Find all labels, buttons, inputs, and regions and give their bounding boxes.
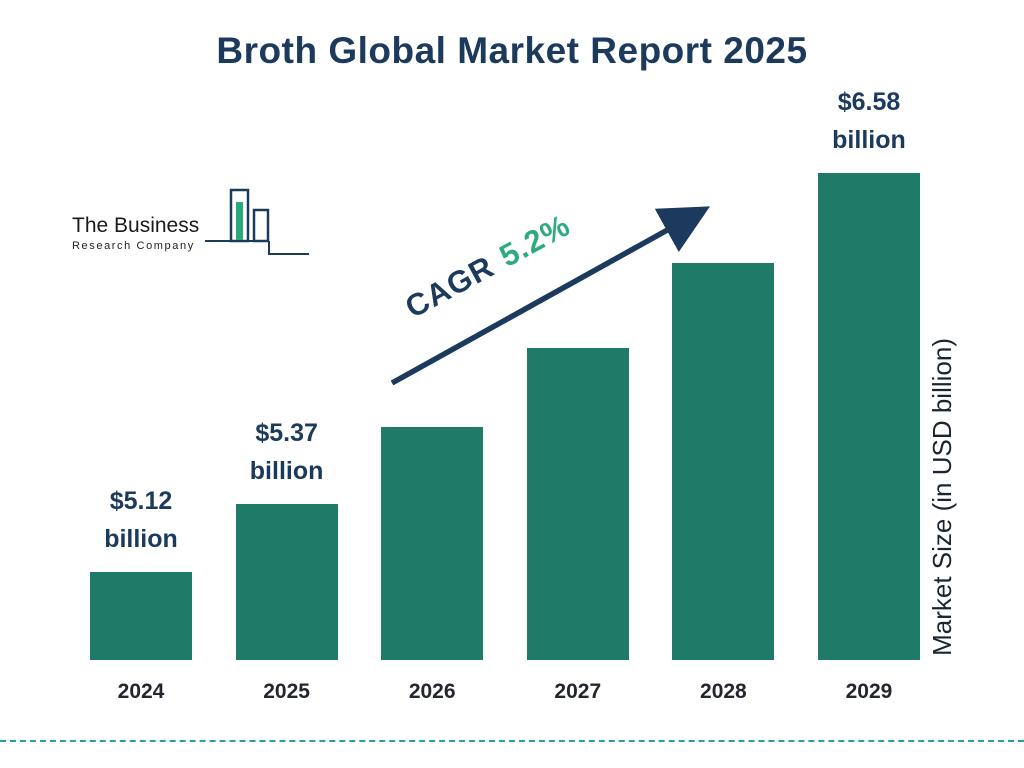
- x-axis-label-2029: 2029: [845, 680, 893, 703]
- bar-value-label-2029: $6.58 billion: [832, 88, 906, 154]
- bar-column-2026: 2026: [381, 140, 484, 703]
- logo-text: The Business Research Company: [72, 214, 199, 252]
- x-axis-label-2024: 2024: [117, 680, 165, 703]
- logo: The Business Research Company: [72, 188, 313, 255]
- bar-chart: $5.12 billion 2024 $5.37 billion 2025 2026 2027…: [90, 88, 920, 703]
- x-axis-label-2028: 2028: [700, 680, 747, 703]
- x-axis-label-2026: 2026: [408, 680, 456, 703]
- bar-2027: [526, 348, 629, 660]
- bar-value-label-2025: $5.37 billion: [249, 419, 324, 485]
- page-title: Broth Global Market Report 2025: [216, 30, 808, 71]
- bar-value-label-2024: $5.12 billion: [104, 487, 178, 553]
- bar-column-2025: $5.37 billion 2025: [235, 140, 338, 703]
- bar-column-2028: 2028: [672, 140, 775, 703]
- bar-column-2029: $6.58 billion 2029: [817, 88, 920, 703]
- bar-2025: [235, 504, 338, 660]
- bar-column-2024: $5.12 billion 2024: [90, 140, 192, 703]
- bar-column-2027: 2027: [526, 140, 629, 703]
- logo-subtitle: Research Company: [72, 240, 195, 252]
- bar-2028: [672, 263, 775, 660]
- logo-bars-icon: [205, 188, 310, 255]
- bar-2026: [381, 427, 484, 660]
- bottom-dashed-line: [0, 740, 1024, 742]
- bar-2024: [90, 572, 192, 660]
- x-axis-label-2027: 2027: [554, 680, 602, 703]
- bar-2029: [817, 173, 920, 660]
- y-axis-label: Market Size (in USD billion): [927, 338, 957, 656]
- x-axis-label-2025: 2025: [263, 680, 310, 703]
- logo-name: The Business: [72, 214, 200, 237]
